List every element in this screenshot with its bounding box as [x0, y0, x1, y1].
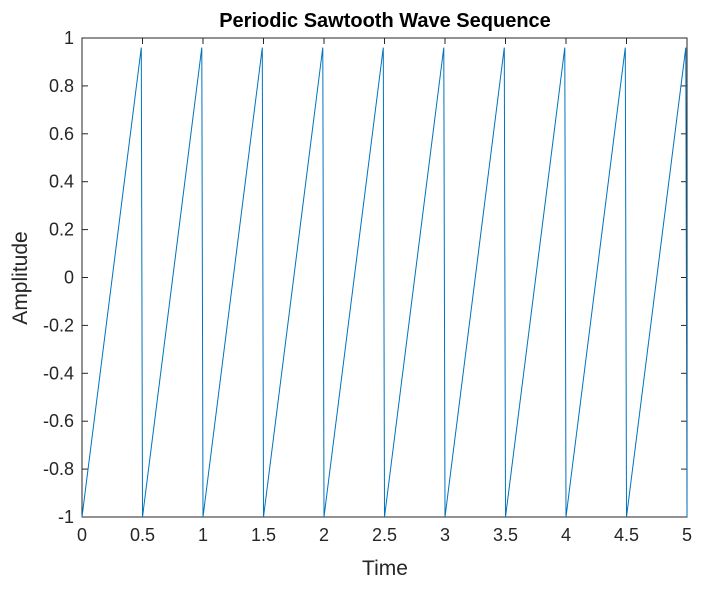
x-tick-label: 2.5: [372, 525, 397, 545]
series-group: [81, 47, 688, 518]
chart-title: Periodic Sawtooth Wave Sequence: [219, 10, 551, 32]
x-axis-label: Time: [362, 557, 408, 580]
x-tick-label: 1: [198, 525, 208, 545]
y-tick-label: -1: [58, 507, 74, 527]
y-tick-label: 0.8: [49, 76, 74, 96]
x-tick-label: 4: [561, 525, 571, 545]
y-tick-label: 0.6: [49, 124, 74, 144]
x-tick-label: 2: [319, 525, 329, 545]
y-tick-label: -0.2: [43, 315, 74, 335]
y-tick-label: -0.8: [43, 459, 74, 479]
x-tick-label: 4.5: [614, 525, 639, 545]
y-tick-label: 0.2: [49, 220, 74, 240]
y-tick-label: -0.4: [43, 363, 74, 383]
y-axis-label: Amplitude: [9, 231, 32, 324]
x-tick-label: 5: [682, 525, 692, 545]
x-tick-label: 1.5: [251, 525, 276, 545]
x-tick-label: 0.5: [130, 525, 155, 545]
y-tick-label: 0: [64, 268, 74, 288]
x-tick-label: 3.5: [493, 525, 518, 545]
x-tick-label: 3: [440, 525, 450, 545]
y-tick-label: 0.4: [49, 172, 74, 192]
x-tick-label: 0: [77, 525, 87, 545]
y-tick-label: -0.6: [43, 411, 74, 431]
y-tick-label: 1: [64, 28, 74, 48]
axis-ticks: 0 0.5 1 1.5 2 2.5 3 3.5 4 4.5 5 -1 -0.8 -0.6 -0.4 -0.2 0…: [43, 28, 692, 545]
series-line-1: [81, 47, 688, 518]
